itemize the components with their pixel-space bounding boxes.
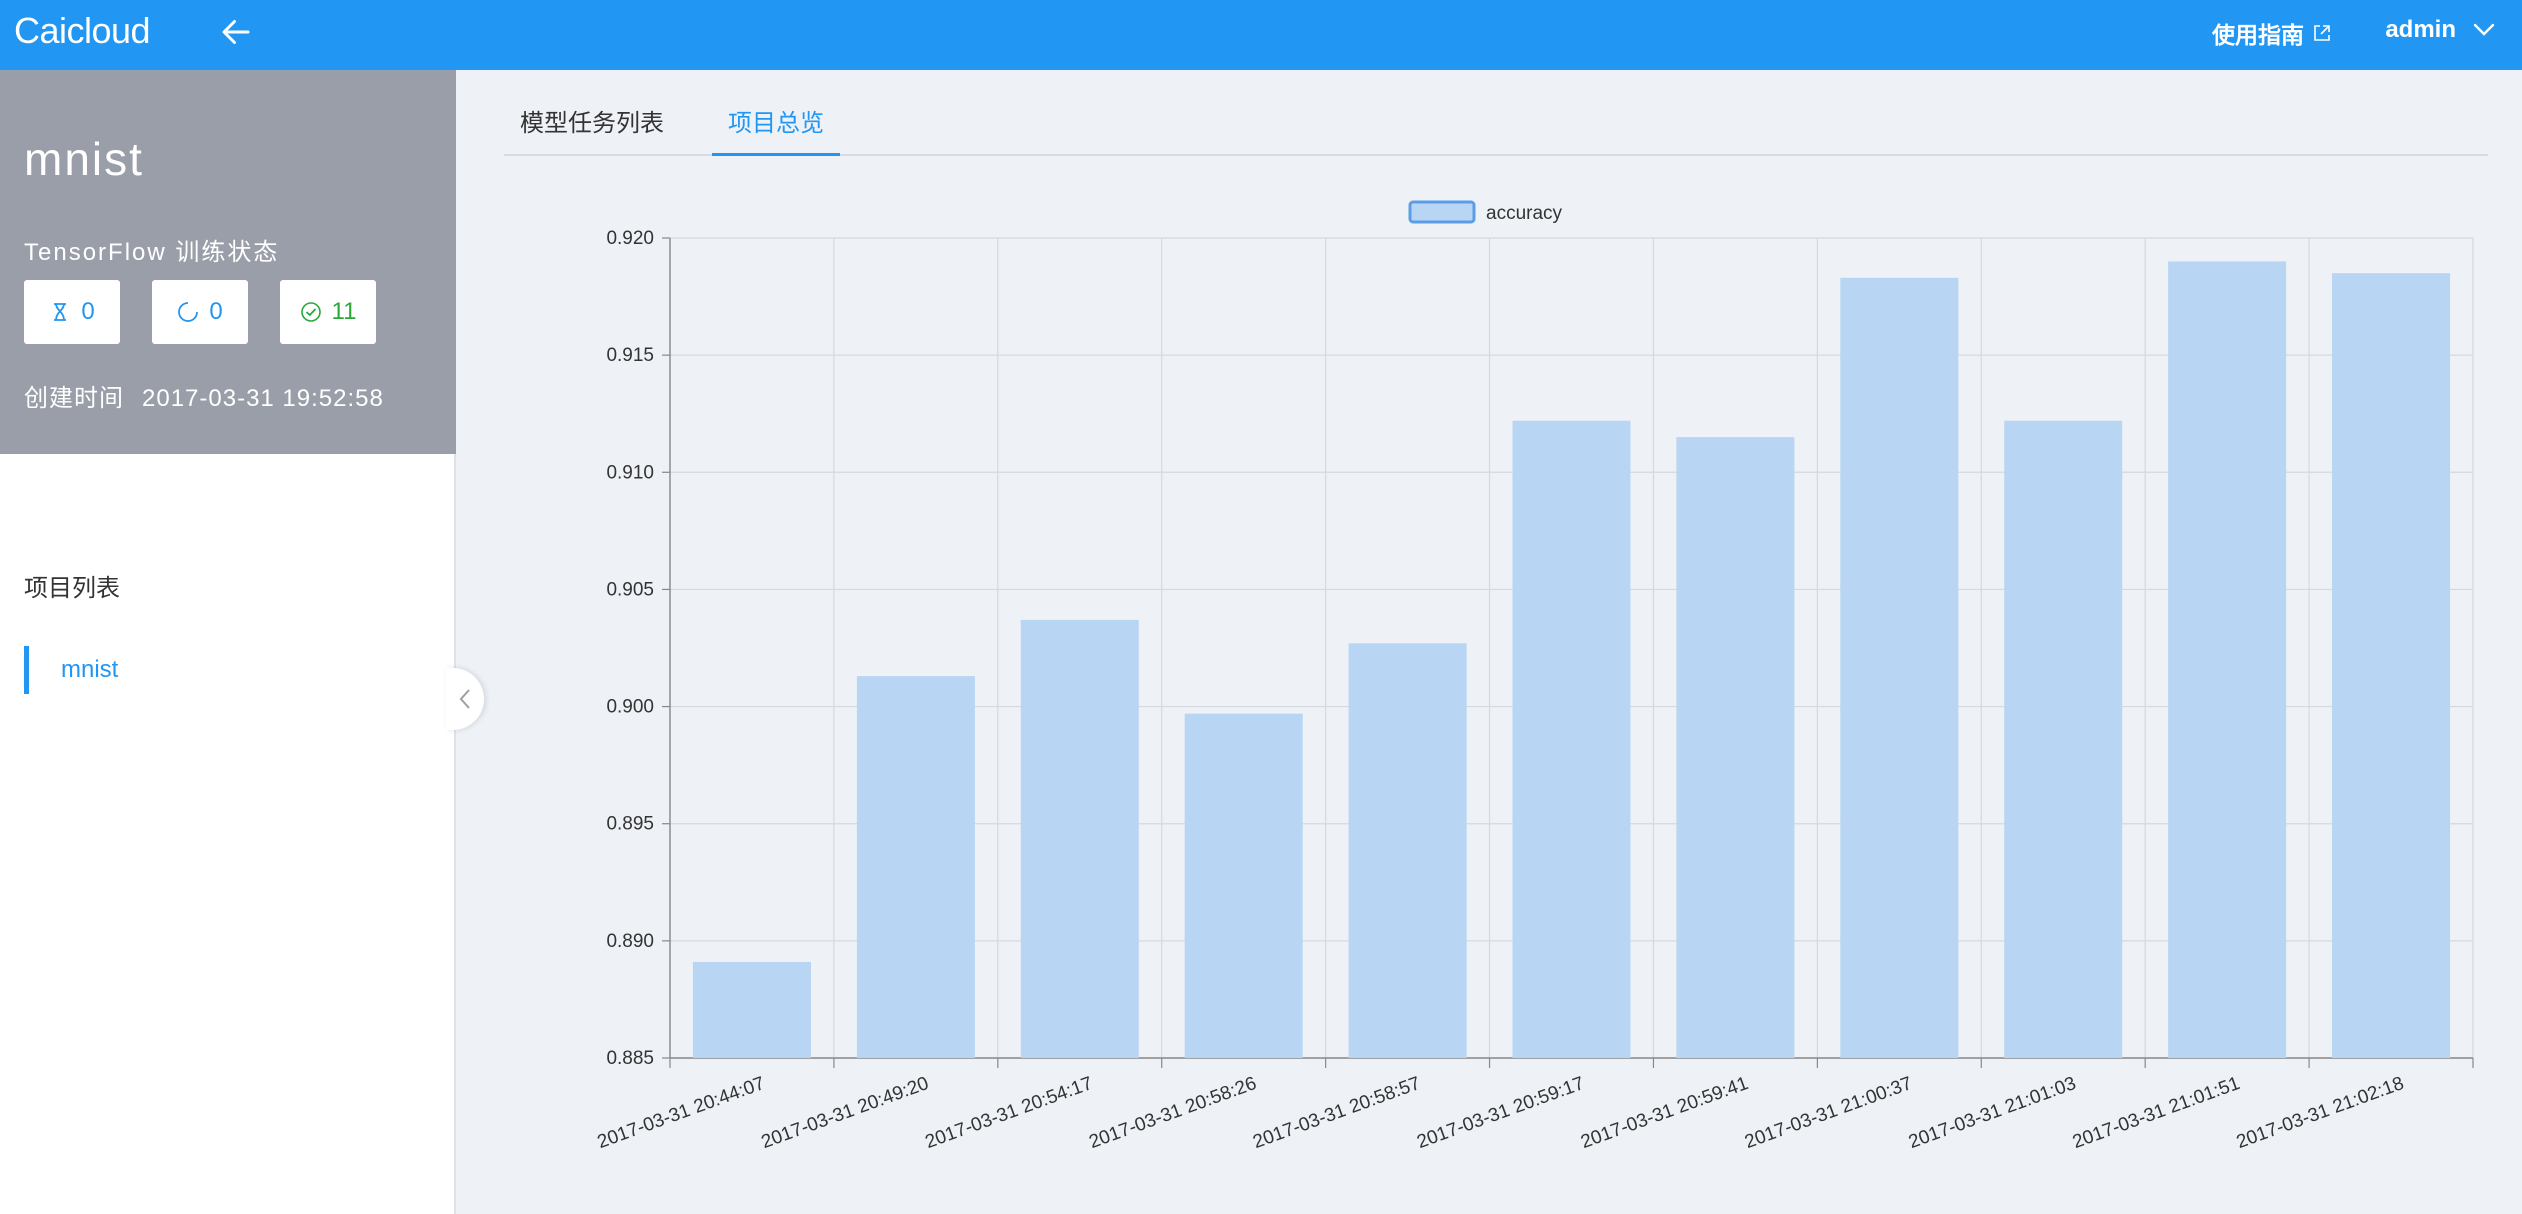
created-time: 创建时间 2017-03-31 19:52:58: [24, 378, 384, 413]
accuracy-bar-chart: 0.920 0.915 0.910 0.905 0.900 0.895 0.890 0.885…: [560, 190, 2490, 1170]
user-guide-label: 使用指南: [2212, 22, 2304, 48]
project-info-panel: mnist TensorFlow 训练状态 0 0 11 创建时间 2017-03…: [0, 70, 456, 454]
created-time-label: 创建时间: [24, 385, 124, 412]
tab-model-task-list[interactable]: 模型任务列表: [520, 110, 664, 137]
top-navbar: Caicloud 使用指南 admin: [0, 0, 2522, 70]
chevron-left-icon: [459, 689, 470, 709]
pending-count: 0: [81, 298, 95, 325]
y-tick-label: 0.915: [606, 345, 654, 366]
y-tick-label: 0.920: [606, 228, 654, 249]
tab-bar: 模型任务列表 项目总览: [504, 96, 2488, 156]
created-time-value: 2017-03-31 19:52:58: [142, 385, 384, 412]
training-status-label: TensorFlow 训练状态: [24, 239, 280, 266]
x-tick-label: 2017-03-31 20:59:17: [1414, 1073, 1587, 1153]
y-tick-label: 0.890: [606, 931, 654, 952]
completed-count-badge[interactable]: 11: [280, 280, 376, 344]
external-link-icon: [2314, 25, 2330, 41]
legend-swatch: [1408, 200, 1476, 224]
x-tick-label: 2017-03-31 20:49:20: [759, 1073, 932, 1153]
hourglass-icon: [54, 303, 67, 321]
caicloud-logo[interactable]: Caicloud: [14, 10, 151, 51]
user-menu[interactable]: admin: [2385, 16, 2496, 44]
running-count: 0: [209, 298, 223, 325]
pending-count-badge[interactable]: 0: [24, 280, 120, 344]
accuracy-bar: [2168, 261, 2287, 1058]
accuracy-bar: [856, 676, 975, 1058]
sidebar: mnist TensorFlow 训练状态 0 0 11 创建时间 2017-03…: [0, 70, 456, 1214]
accuracy-bar: [1348, 643, 1467, 1058]
username-label: admin: [2385, 16, 2456, 43]
x-tick-label: 2017-03-31 21:01:51: [2070, 1073, 2243, 1153]
x-tick-label: 2017-03-31 21:00:37: [1742, 1073, 1915, 1153]
y-tick-label: 0.885: [606, 1048, 654, 1069]
y-tick-label: 0.900: [606, 697, 654, 718]
running-count-badge[interactable]: 0: [152, 280, 248, 344]
project-title: mnist: [24, 133, 144, 185]
y-tick-label: 0.895: [606, 814, 654, 835]
accuracy-bar: [1512, 420, 1631, 1058]
chart-canvas: 0.920 0.915 0.910 0.905 0.900 0.895 0.890 0.885…: [595, 200, 2474, 1153]
accuracy-bar: [1184, 713, 1303, 1058]
accuracy-bar: [1840, 277, 1959, 1058]
user-guide-link[interactable]: 使用指南: [2212, 16, 2332, 50]
x-tick-label: 2017-03-31 20:54:17: [923, 1073, 1096, 1153]
completed-count: 11: [331, 298, 357, 325]
loading-spinner-icon: [178, 302, 199, 322]
check-circle-icon: [300, 302, 321, 322]
tab-project-overview[interactable]: 项目总览: [712, 102, 840, 156]
accuracy-bar: [692, 961, 811, 1058]
y-tick-label: 0.910: [606, 462, 654, 483]
legend-label: accuracy: [1486, 203, 1563, 224]
x-tick-label: 2017-03-31 20:58:57: [1250, 1073, 1423, 1153]
accuracy-bar: [2004, 420, 2123, 1058]
x-tick-label: 2017-03-31 20:44:07: [595, 1073, 768, 1153]
x-tick-label: 2017-03-31 20:59:41: [1578, 1073, 1751, 1153]
sidebar-collapse-button[interactable]: [446, 668, 484, 730]
x-tick-label: 2017-03-31 20:58:26: [1086, 1073, 1259, 1153]
accuracy-bar: [2332, 273, 2451, 1059]
y-tick-label: 0.905: [606, 579, 654, 600]
back-arrow-icon[interactable]: [218, 14, 254, 50]
project-list-item-mnist[interactable]: mnist: [24, 646, 324, 694]
accuracy-bar: [1676, 437, 1795, 1059]
accuracy-bar: [1020, 619, 1139, 1058]
x-tick-label: 2017-03-31 21:01:03: [1906, 1073, 2079, 1153]
chevron-down-icon: [2473, 23, 2495, 36]
x-tick-label: 2017-03-31 21:02:18: [2234, 1073, 2407, 1153]
project-list-title: 项目列表: [24, 575, 120, 602]
